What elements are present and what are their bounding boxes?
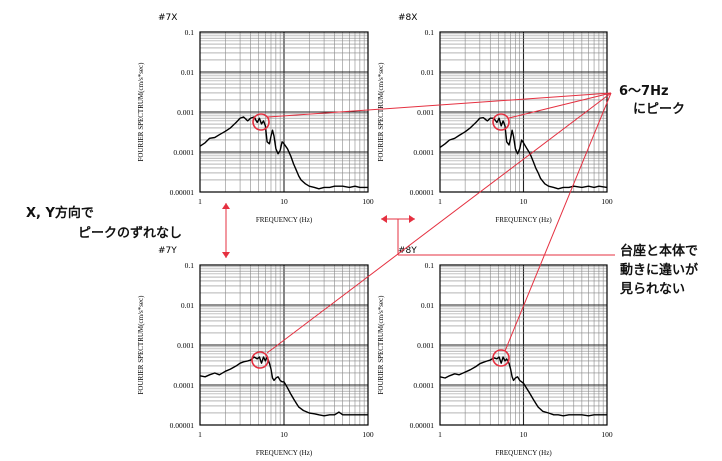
xy-direction-label-line1: X, Y方向で xyxy=(26,206,94,221)
series-line xyxy=(199,356,368,417)
chart-7x: 1 10 100 0.00001 0.0001 0.001 0.01 0.1 FREQUENCY… xyxy=(137,13,374,224)
x-tick-label: 100 xyxy=(362,430,374,439)
plot-frame xyxy=(439,31,608,193)
y-tick-label: 0.00001 xyxy=(170,188,195,197)
chart-title: #8X xyxy=(398,13,417,23)
y-axis-label: FOURIER SPECTRUM(cm/s*sec) xyxy=(137,62,145,162)
arrowhead-right xyxy=(409,215,415,223)
y-axis-label: FOURIER SPECTRUM(cm/s*sec) xyxy=(377,62,385,162)
chart-title: #8Y xyxy=(398,246,417,256)
base-body-label-line2: 動きに違いが xyxy=(620,263,699,278)
x-tick-label: 1 xyxy=(198,430,202,439)
x-axis-label: FREQUENCY (Hz) xyxy=(256,216,313,224)
peak-pointer-line xyxy=(504,92,612,352)
peak-highlight-circle xyxy=(252,113,270,131)
chart-7y: 1 10 100 0.00001 0.0001 0.001 0.01 0.1 FREQUENCY… xyxy=(137,246,374,457)
peak-highlight-circle xyxy=(492,113,510,131)
arrowhead-left xyxy=(381,215,387,223)
y-axis-label: FOURIER SPECTRUM(cm/s*sec) xyxy=(377,295,385,395)
peak-label: にピーク xyxy=(633,102,686,117)
y-tick-label: 0.01 xyxy=(181,301,194,310)
x-tick-label: 100 xyxy=(601,430,613,439)
chart-title: #7Y xyxy=(158,246,177,256)
chart-8y: 1 10 100 0.00001 0.0001 0.001 0.01 0.1 FREQUENCY… xyxy=(377,246,613,457)
base-body-label-line1: 台座と本体で xyxy=(620,244,699,259)
series-line xyxy=(439,356,607,417)
y-axis-label: FOURIER SPECTRUM(cm/s*sec) xyxy=(137,295,145,395)
peak-pointer-line xyxy=(508,92,612,119)
x-tick-label: 10 xyxy=(280,430,288,439)
plot-frame xyxy=(199,31,369,193)
peak-frequency-label: 6〜7Hz xyxy=(619,84,669,99)
x-tick-label: 100 xyxy=(362,197,374,206)
arrowhead-up xyxy=(222,203,230,209)
y-tick-label: 0.00001 xyxy=(410,188,435,197)
y-tick-label: 0.1 xyxy=(425,28,435,37)
arrowhead-down xyxy=(222,252,230,258)
series-line xyxy=(199,116,368,190)
y-tick-label: 0.0001 xyxy=(413,148,434,157)
x-tick-label: 1 xyxy=(438,430,442,439)
plot-frame xyxy=(199,264,369,426)
x-tick-label: 1 xyxy=(198,197,202,206)
base-body-label-line3: 見られない xyxy=(620,282,686,297)
y-tick-label: 0.0001 xyxy=(173,381,194,390)
y-tick-label: 0.1 xyxy=(185,28,195,37)
y-tick-label: 0.001 xyxy=(177,108,194,117)
y-tick-label: 0.01 xyxy=(421,301,434,310)
peak-highlight-circle xyxy=(251,351,269,369)
y-tick-label: 0.0001 xyxy=(413,381,434,390)
x-tick-label: 10 xyxy=(520,430,528,439)
x-tick-label: 10 xyxy=(520,197,528,206)
y-tick-label: 0.00001 xyxy=(170,421,195,430)
plot-frame xyxy=(439,264,608,426)
x-tick-label: 10 xyxy=(280,197,288,206)
y-tick-label: 0.001 xyxy=(417,341,434,350)
y-tick-label: 0.01 xyxy=(421,68,434,77)
x-axis-label: FREQUENCY (Hz) xyxy=(256,449,313,457)
chart-title: #7X xyxy=(158,13,177,23)
y-tick-label: 0.01 xyxy=(181,68,194,77)
x-axis-label: FREQUENCY (Hz) xyxy=(495,216,552,224)
xy-direction-label-line2: ピークのずれなし xyxy=(78,226,183,241)
y-tick-label: 0.00001 xyxy=(410,421,435,430)
y-tick-label: 0.001 xyxy=(177,341,194,350)
peak-highlight-circle xyxy=(492,349,510,367)
x-axis-label: FREQUENCY (Hz) xyxy=(495,449,552,457)
peak-pointer-line xyxy=(267,92,612,118)
series-line xyxy=(439,117,608,190)
y-tick-label: 0.0001 xyxy=(173,148,194,157)
peak-pointer-line xyxy=(266,92,612,354)
x-tick-label: 1 xyxy=(438,197,442,206)
y-tick-label: 0.001 xyxy=(417,108,434,117)
chart-8x: 1 10 100 0.00001 0.0001 0.001 0.01 0.1 FREQUENCY… xyxy=(377,13,613,224)
y-tick-label: 0.1 xyxy=(185,261,195,270)
y-tick-label: 0.1 xyxy=(425,261,435,270)
x-tick-label: 100 xyxy=(601,197,613,206)
